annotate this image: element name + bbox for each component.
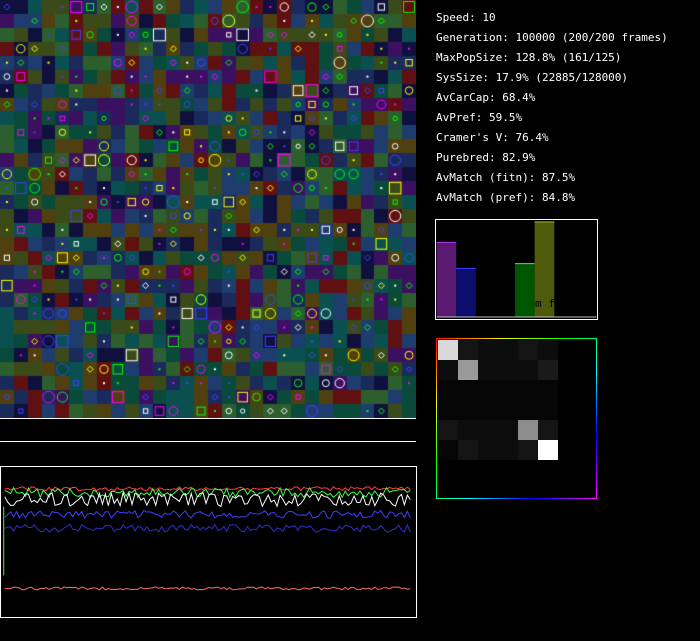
preference-bar	[456, 268, 476, 318]
heatmap-cell	[538, 380, 558, 400]
history-series-line	[4, 490, 411, 508]
heatmap-cell	[478, 360, 498, 380]
sys-size-stat: SysSize: 17.9% (22885/128000)	[436, 71, 629, 84]
bar-panel-label: m f	[535, 297, 555, 310]
heatmap-cell	[498, 440, 518, 460]
population-grid[interactable]	[0, 0, 416, 418]
heatmap-cell	[498, 380, 518, 400]
av-match-fitn-stat: AvMatch (fitn): 87.5%	[436, 171, 576, 184]
timeline-strip	[0, 418, 416, 442]
heatmap-cell	[538, 360, 558, 380]
heatmap-cell	[458, 360, 478, 380]
heatmap-cell	[438, 420, 458, 440]
heatmap-cell	[478, 380, 498, 400]
preference-bar	[515, 263, 535, 318]
heatmap-cell	[518, 340, 538, 360]
heatmap-cell	[458, 340, 478, 360]
stats-panel: Speed: 10 Generation: 100000 (200/200 fr…	[436, 8, 668, 208]
preference-bar	[534, 221, 555, 318]
av-pref-stat: AvPref: 59.5%	[436, 111, 523, 124]
heatmap-cell	[518, 420, 538, 440]
generation-stat: Generation: 100000 (200/200 frames)	[436, 31, 668, 44]
heatmap-cell	[538, 340, 558, 360]
heatmap-cell	[538, 440, 558, 460]
heatmap-border	[436, 338, 597, 499]
av-car-cap-stat: AvCarCap: 68.4%	[436, 91, 536, 104]
heatmap-cell	[458, 420, 478, 440]
history-plot	[0, 466, 417, 618]
history-series-line	[4, 523, 411, 533]
heatmap-cell	[518, 400, 538, 420]
heatmap-cell	[438, 440, 458, 460]
heatmap-cell	[438, 400, 458, 420]
max-pop-size-stat: MaxPopSize: 128.8% (161/125)	[436, 51, 622, 64]
heatmap-cell	[538, 400, 558, 420]
heatmap-cell	[498, 340, 518, 360]
mating-matrix-heatmap	[436, 338, 597, 499]
history-series-line	[4, 586, 411, 591]
cramers-v-stat: Cramer's V: 76.4%	[436, 131, 549, 144]
heatmap-cell	[478, 400, 498, 420]
preference-bar	[436, 242, 457, 318]
history-series-line	[4, 486, 411, 499]
heatmap-cell	[518, 380, 538, 400]
heatmap-cell	[478, 440, 498, 460]
purebred-stat: Purebred: 82.9%	[436, 151, 536, 164]
heatmap-cell	[458, 440, 478, 460]
heatmap-cell	[518, 360, 538, 380]
heatmap-cell	[498, 420, 518, 440]
speed-stat: Speed: 10	[436, 11, 496, 24]
heatmap-cell	[478, 340, 498, 360]
heatmap-cell	[538, 420, 558, 440]
heatmap-cell	[438, 380, 458, 400]
heatmap-cell	[458, 400, 478, 420]
heatmap-cell	[518, 440, 538, 460]
history-series-line	[4, 486, 411, 492]
preference-bar-panel	[435, 219, 598, 320]
heatmap-cell	[438, 340, 458, 360]
heatmap-cell	[458, 380, 478, 400]
heatmap-cell	[438, 360, 458, 380]
av-match-pref-stat: AvMatch (pref): 84.8%	[436, 191, 576, 204]
history-series-line	[4, 509, 411, 520]
heatmap-cell	[498, 400, 518, 420]
heatmap-cell	[498, 360, 518, 380]
heatmap-cell	[478, 420, 498, 440]
